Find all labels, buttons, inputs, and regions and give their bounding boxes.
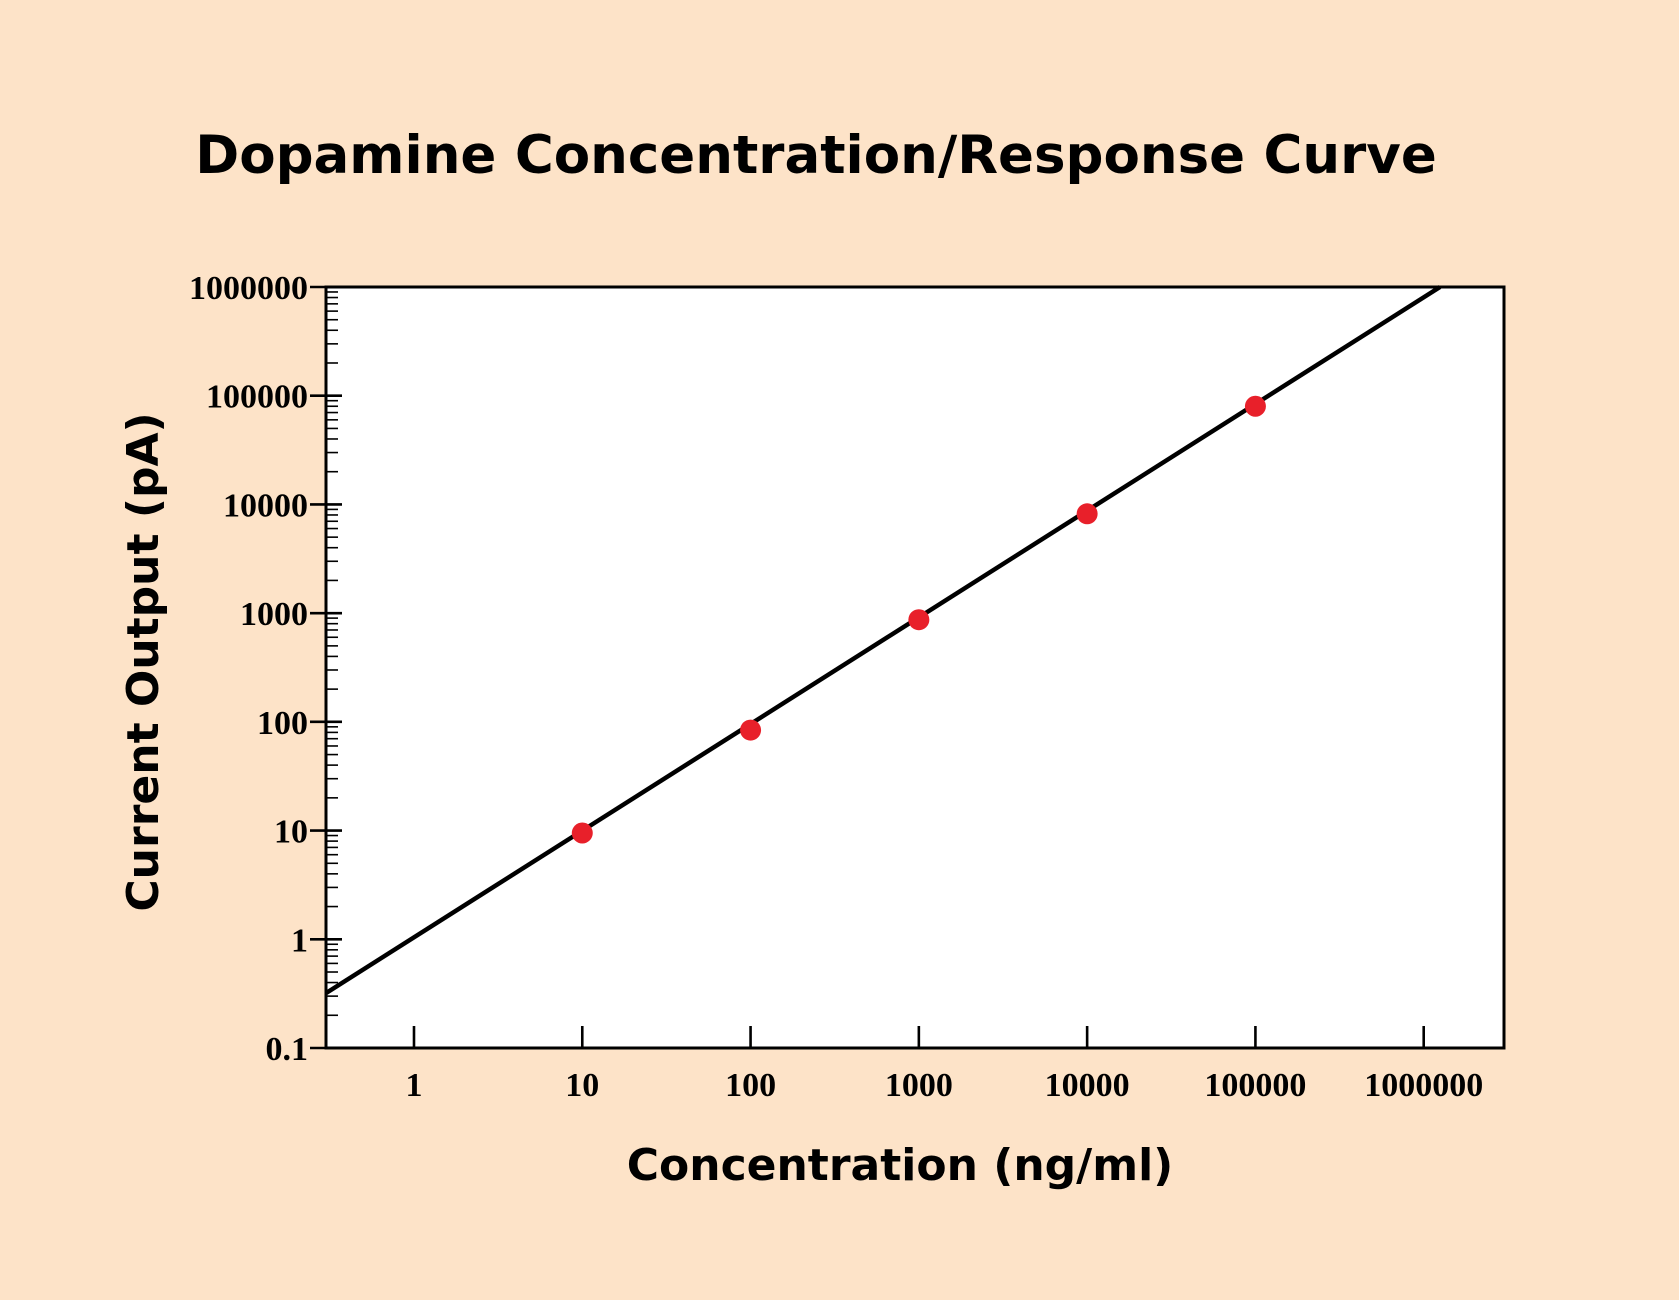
minor-tick-marks (326, 291, 338, 1017)
x-tick-label: 1000 (885, 1067, 953, 1104)
data-point (740, 719, 762, 741)
major-tick-marks (310, 285, 1426, 1050)
x-tick-label: 10 (565, 1067, 599, 1104)
x-axis-label: Concentration (ng/ml) (627, 1140, 1174, 1191)
y-tick-label: 0.1 (266, 1031, 309, 1068)
data-point (908, 609, 930, 631)
x-tick-label: 100 (725, 1067, 776, 1104)
data-point (571, 822, 593, 844)
x-tick-label: 1 (405, 1067, 422, 1104)
series-layer (324, 285, 1442, 996)
y-tick-label: 100 (257, 705, 308, 742)
y-tick-label: 1000000 (189, 270, 308, 307)
y-tick-label: 1 (291, 922, 308, 959)
data-point (1076, 503, 1098, 525)
y-axis-label: Current Output (pA) (118, 412, 169, 911)
x-tick-label: 100000 (1204, 1067, 1306, 1104)
x-axis-tick-labels: 1 10 100 1000 10000 100000 1000000 (405, 1067, 1483, 1104)
y-tick-label: 100000 (206, 379, 308, 416)
x-tick-label: 10000 (1045, 1067, 1130, 1104)
x-tick-label: 1000000 (1364, 1067, 1483, 1104)
y-tick-label: 1000 (240, 596, 308, 633)
chart-title: Dopamine Concentration/Response Curve (195, 125, 1437, 186)
plot-area (324, 285, 1506, 1050)
y-tick-label: 10000 (223, 487, 308, 524)
y-axis-tick-labels: 0.1 1 10 100 1000 10000 100000 1000000 (189, 270, 308, 1068)
data-point (1244, 395, 1266, 417)
y-tick-label: 10 (274, 814, 308, 851)
